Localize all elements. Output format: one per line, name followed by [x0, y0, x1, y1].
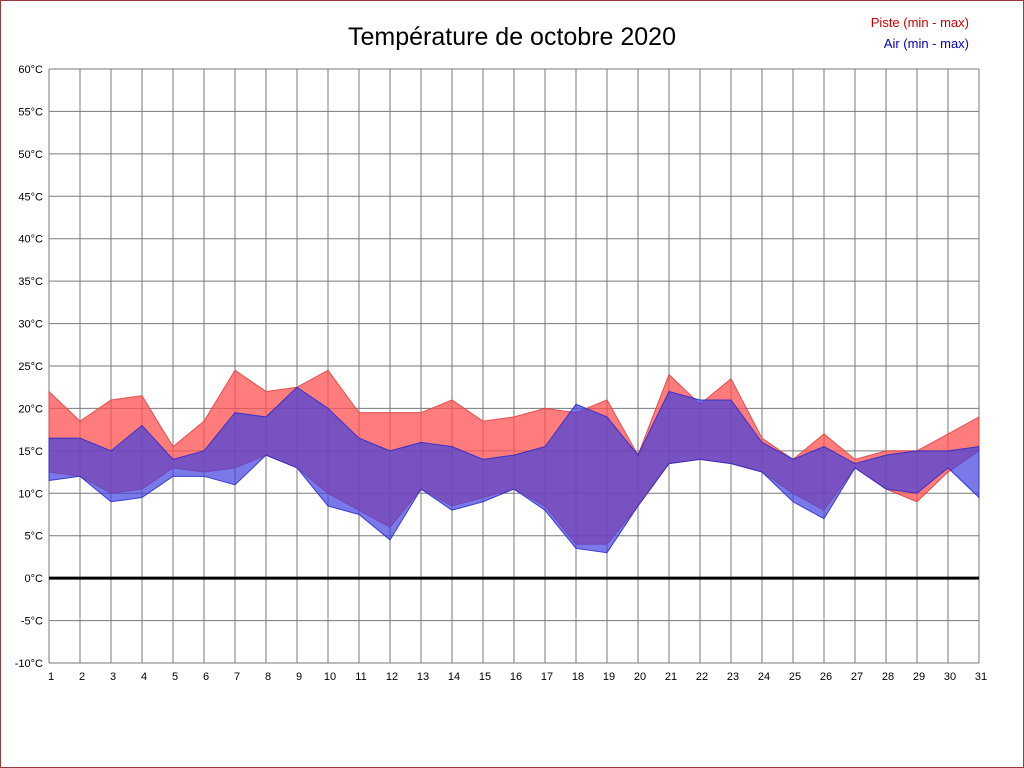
- x-tick-label: 2: [79, 671, 85, 683]
- y-tick-label: 10°C: [18, 488, 43, 500]
- x-tick-label: 22: [696, 671, 708, 683]
- y-tick-label: -5°C: [21, 616, 43, 628]
- chart-title: Température de octobre 2020: [348, 23, 676, 51]
- y-tick-label: 45°C: [18, 191, 43, 203]
- x-tick-label: 17: [541, 671, 553, 683]
- x-tick-label: 30: [944, 671, 956, 683]
- y-tick-label: 50°C: [18, 149, 43, 161]
- x-tick-label: 18: [572, 671, 584, 683]
- y-tick-label: 15°C: [18, 446, 43, 458]
- y-tick-label: 5°C: [25, 531, 44, 543]
- air-band: [48, 386, 980, 554]
- x-tick-label: 26: [820, 671, 832, 683]
- x-tick-label: 20: [634, 671, 646, 683]
- y-tick-label: 0°C: [25, 573, 44, 585]
- x-tick-label: 31: [975, 671, 987, 683]
- x-tick-label: 5: [172, 671, 178, 683]
- x-tick-label: 25: [789, 671, 801, 683]
- x-tick-label: 8: [265, 671, 271, 683]
- y-tick-label: 25°C: [18, 361, 43, 373]
- legend: Piste (min - max) Air (min - max): [871, 12, 969, 54]
- x-tick-label: 1: [48, 671, 54, 683]
- y-tick-label: 55°C: [18, 106, 43, 118]
- x-tick-label: 10: [324, 671, 336, 683]
- x-tick-label: 15: [479, 671, 491, 683]
- legend-air-label: Air (min - max): [883, 36, 969, 51]
- x-tick-label: 9: [296, 671, 302, 683]
- x-tick-label: 3: [110, 671, 116, 683]
- x-tick-label: 23: [727, 671, 739, 683]
- y-tick-label: 60°C: [18, 64, 43, 76]
- legend-piste-label: Piste (min - max): [870, 15, 969, 30]
- x-tick-label: 6: [203, 671, 209, 683]
- x-tick-label: 21: [665, 671, 677, 683]
- x-tick-label: 16: [510, 671, 522, 683]
- x-tick-label: 28: [882, 671, 894, 683]
- x-tick-label: 19: [603, 671, 615, 683]
- y-tick-label: -10°C: [15, 658, 43, 670]
- x-tick-label: 14: [448, 671, 460, 683]
- x-tick-label: 7: [234, 671, 240, 683]
- y-tick-label: 30°C: [18, 319, 43, 331]
- x-tick-label: 24: [758, 671, 770, 683]
- x-tick-label: 12: [386, 671, 398, 683]
- x-tick-label: 11: [355, 671, 366, 683]
- y-tick-label: 20°C: [18, 403, 43, 415]
- y-tick-label: 40°C: [18, 234, 43, 246]
- x-tick-label: 13: [417, 671, 429, 683]
- x-tick-label: 4: [141, 671, 147, 683]
- x-tick-label: 27: [851, 671, 863, 683]
- x-tick-label: 29: [913, 671, 925, 683]
- y-tick-label: 35°C: [18, 276, 43, 288]
